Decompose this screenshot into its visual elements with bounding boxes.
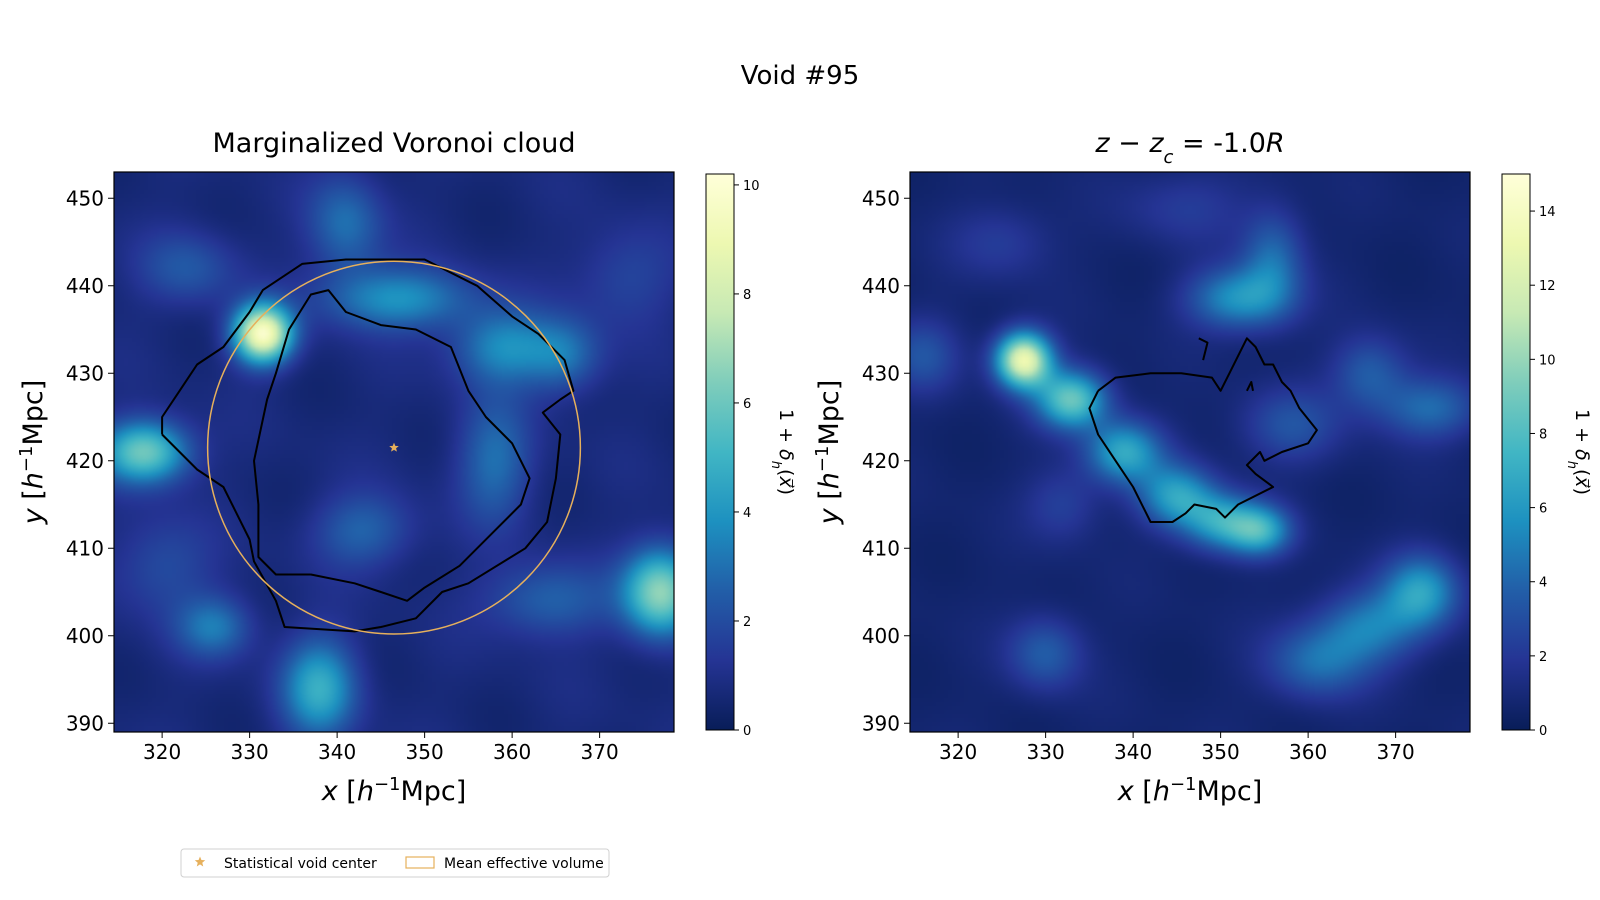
legend: Statistical void center Mean effective v… bbox=[180, 848, 610, 878]
contour-line-1 bbox=[1198, 337, 1209, 361]
x-tick-label: 340 bbox=[318, 740, 356, 764]
legend-label-center: Statistical void center bbox=[224, 856, 377, 872]
right-colorbar-ticks: 0 2 4 6 8 10 12 14 bbox=[1530, 205, 1556, 739]
x-tick-label: 320 bbox=[143, 740, 181, 764]
y-tick-label: 420 bbox=[66, 449, 104, 473]
colorbar-tick-label: 6 bbox=[1539, 502, 1547, 517]
contour-line-0 bbox=[1088, 337, 1318, 523]
colorbar-tick-label: 10 bbox=[743, 179, 760, 194]
left-y-axis-label: y [h−1Mpc] bbox=[16, 380, 50, 526]
x-tick-label: 350 bbox=[406, 740, 444, 764]
colorbar-tick-label: 0 bbox=[743, 724, 751, 739]
contour-line-1 bbox=[253, 289, 531, 602]
y-tick-label: 400 bbox=[66, 624, 104, 648]
colorbar-tick-label: 2 bbox=[1539, 650, 1547, 665]
colorbar-tick-label: 8 bbox=[1539, 427, 1547, 442]
colorbar-tick-label: 12 bbox=[1539, 279, 1556, 294]
x-tick-label: 360 bbox=[493, 740, 531, 764]
left-x-axis-label: x [h−1Mpc] bbox=[321, 774, 467, 808]
legend-star-icon bbox=[194, 856, 206, 867]
colorbar-tick-label: 8 bbox=[743, 288, 751, 303]
right-x-ticks: 320 330 340 350 360 370 bbox=[939, 732, 1415, 764]
x-tick-label: 370 bbox=[1377, 740, 1415, 764]
colorbar-tick-label: 0 bbox=[1539, 724, 1547, 739]
colorbar-tick-label: 10 bbox=[1539, 353, 1556, 368]
y-tick-label: 440 bbox=[66, 274, 104, 298]
panel-right: z − zc = -1.0R 320 330 340 350 360 370 390400… bbox=[812, 128, 1594, 807]
y-tick-label: 430 bbox=[862, 361, 900, 385]
x-tick-label: 360 bbox=[1289, 740, 1327, 764]
legend-box bbox=[180, 848, 610, 878]
right-y-axis-label: y [h−1Mpc] bbox=[812, 380, 846, 526]
right-x-axis-label: x [h−1Mpc] bbox=[1117, 774, 1263, 808]
colorbar-tick-label: 2 bbox=[743, 615, 751, 630]
y-tick-label: 440 bbox=[862, 274, 900, 298]
right-overlays bbox=[1088, 337, 1318, 523]
right-y-ticks: 390 400 410 420 430 440 450 bbox=[862, 186, 910, 735]
x-tick-label: 330 bbox=[231, 740, 269, 764]
left-colorbar-frame bbox=[705, 173, 735, 731]
y-tick-label: 450 bbox=[862, 186, 900, 210]
contour-line-2 bbox=[1246, 381, 1254, 392]
left-axes-frame bbox=[113, 171, 675, 733]
legend-rectangle-icon bbox=[405, 856, 435, 869]
colorbar-tick-label: 6 bbox=[743, 397, 751, 412]
y-tick-label: 420 bbox=[862, 449, 900, 473]
right-axes-frame bbox=[909, 171, 1471, 733]
left-panel-title: Marginalized Voronoi cloud bbox=[212, 128, 575, 159]
left-overlays bbox=[161, 258, 582, 635]
y-tick-label: 430 bbox=[66, 361, 104, 385]
left-y-ticks: 390 400 410 420 430 440 450 bbox=[66, 186, 114, 735]
legend-label-volume: Mean effective volume bbox=[444, 856, 604, 872]
right-panel-title: z − zc = -1.0R bbox=[1094, 128, 1284, 168]
x-tick-label: 350 bbox=[1202, 740, 1240, 764]
y-tick-label: 410 bbox=[862, 536, 900, 560]
colorbar-tick-label: 14 bbox=[1539, 205, 1556, 220]
x-tick-label: 330 bbox=[1027, 740, 1065, 764]
x-tick-label: 370 bbox=[581, 740, 619, 764]
right-colorbar-frame bbox=[1501, 173, 1531, 731]
left-colorbar-label: 1 + δh(x⃗) bbox=[769, 409, 798, 495]
y-tick-label: 390 bbox=[862, 711, 900, 735]
left-density-heatmap bbox=[114, 172, 674, 732]
y-tick-label: 400 bbox=[862, 624, 900, 648]
colorbar-tick-label: 4 bbox=[743, 506, 751, 521]
right-colorbar bbox=[1502, 174, 1530, 730]
void-center-star bbox=[389, 442, 399, 452]
figure-title: Void #95 bbox=[741, 61, 860, 91]
colorbar-tick-label: 4 bbox=[1539, 576, 1547, 591]
y-tick-label: 410 bbox=[66, 536, 104, 560]
mean-effective-volume-circle bbox=[206, 260, 582, 635]
right-colorbar-label: 1 + δh(x⃗) bbox=[1565, 409, 1594, 495]
x-tick-label: 320 bbox=[939, 740, 977, 764]
contour-line-0 bbox=[161, 258, 575, 633]
right-density-heatmap bbox=[910, 172, 1470, 732]
y-tick-label: 390 bbox=[66, 711, 104, 735]
left-x-ticks: 320 330 340 350 360 370 bbox=[143, 732, 619, 764]
left-colorbar bbox=[706, 174, 734, 730]
y-tick-label: 450 bbox=[66, 186, 104, 210]
x-tick-label: 340 bbox=[1114, 740, 1152, 764]
panel-left: Marginalized Voronoi cloud 320 330 340 350 3… bbox=[16, 128, 798, 807]
left-colorbar-ticks: 0 2 4 6 8 10 bbox=[734, 179, 760, 739]
